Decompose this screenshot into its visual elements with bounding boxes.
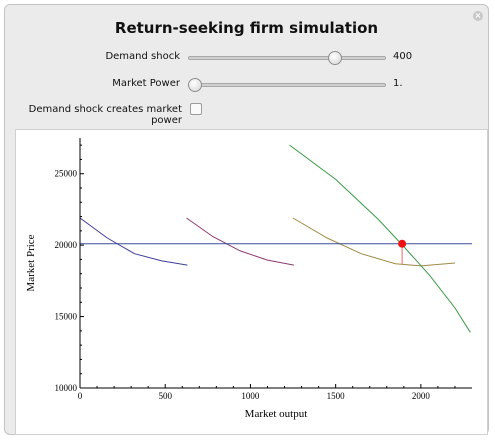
demand-shock-creates-market-power-label: Demand shock creates market power bbox=[28, 104, 182, 126]
demand-shock-slider[interactable] bbox=[188, 56, 386, 60]
close-icon[interactable]: × bbox=[473, 11, 483, 21]
demand-shock-value: 400 bbox=[393, 51, 413, 62]
market-power-slider-thumb[interactable] bbox=[188, 78, 202, 92]
market-power-label: Market Power bbox=[112, 78, 180, 89]
equilibrium-point bbox=[398, 239, 407, 248]
manipulate-panel: × Return-seeking firm simulation Demand … bbox=[4, 4, 489, 435]
series-line-4 bbox=[289, 144, 471, 333]
y-tick-label: 15000 bbox=[55, 312, 78, 322]
series-line-1 bbox=[79, 217, 188, 266]
y-tick-label: 25000 bbox=[55, 169, 78, 179]
chart: 0 500 1000 1500 2000 10000 15000 20000 25000 Mark… bbox=[25, 138, 472, 420]
panel-title: Return-seeking firm simulation bbox=[114, 19, 379, 37]
series-line-2 bbox=[186, 217, 294, 266]
x-tick-label: 1500 bbox=[327, 391, 346, 401]
y-tick-label: 20000 bbox=[55, 240, 78, 250]
y-tick-label: 10000 bbox=[55, 383, 78, 393]
x-tick-label: 2000 bbox=[412, 391, 431, 401]
demand-shock-slider-thumb[interactable] bbox=[327, 51, 342, 65]
x-tick-label: 0 bbox=[78, 391, 83, 401]
market-power-value: 1. bbox=[393, 78, 403, 89]
demand-shock-label: Demand shock bbox=[105, 51, 180, 62]
x-axis-label: Market output bbox=[245, 408, 308, 420]
plot-frame: 0 500 1000 1500 2000 10000 15000 20000 25000 Mark… bbox=[15, 129, 488, 435]
y-axis-label: Market Price bbox=[25, 234, 37, 291]
x-tick-label: 1000 bbox=[241, 391, 260, 401]
demand-shock-creates-market-power-checkbox[interactable] bbox=[190, 103, 202, 115]
market-power-slider[interactable] bbox=[188, 83, 386, 87]
series-line-3 bbox=[292, 217, 456, 267]
x-tick-label: 500 bbox=[158, 391, 172, 401]
